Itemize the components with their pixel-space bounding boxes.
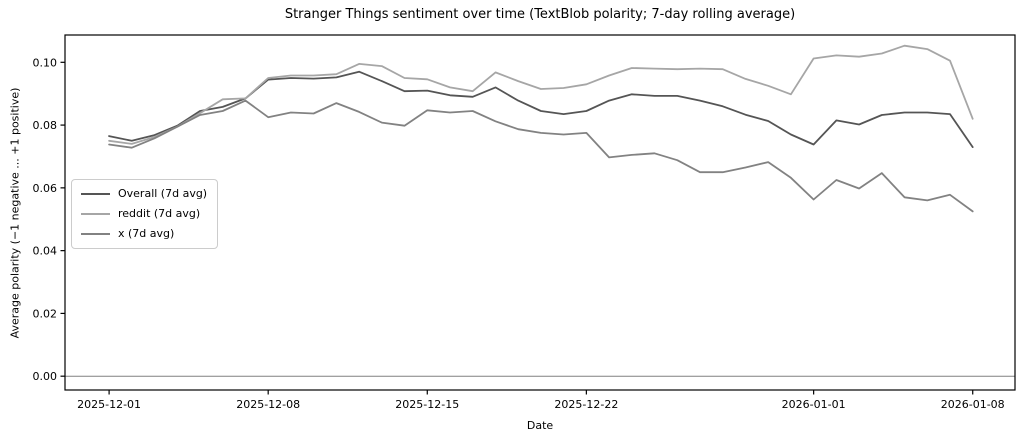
chart-title: Stranger Things sentiment over time (Tex… (284, 7, 796, 22)
legend-item: reddit (7d avg) (81, 207, 207, 221)
legend-line-swatch (81, 233, 110, 235)
plot-border (64, 34, 1016, 391)
legend-line-swatch (81, 193, 110, 195)
legend-label: x (7d avg) (118, 227, 175, 240)
x-tick-label: 2026-01-01 (782, 398, 846, 411)
y-tick-label: 0.08 (33, 119, 58, 132)
x-tick-label: 2025-12-01 (77, 398, 141, 411)
legend-item: x (7d avg) (81, 227, 207, 241)
x-axis-label: Date (526, 419, 554, 432)
y-tick-label: 0.02 (33, 307, 58, 320)
series-line-x (108, 99, 974, 213)
y-tick-label: 0.04 (33, 245, 58, 258)
x-tick-label: 2025-12-22 (554, 398, 618, 411)
y-tick-label: 0.10 (33, 56, 58, 69)
legend-label: reddit (7d avg) (118, 207, 201, 220)
legend-label: Overall (7d avg) (118, 187, 208, 200)
y-tick-label: 0.00 (33, 370, 58, 383)
legend: Overall (7d avg) reddit (7d avg) x (7d avg… (71, 179, 219, 249)
x-tick-label: 2025-12-08 (236, 398, 300, 411)
x-tick-label: 2025-12-15 (395, 398, 459, 411)
series-line-overall (108, 70, 974, 149)
legend-item: Overall (7d avg) (81, 187, 207, 201)
y-tick-label: 0.06 (33, 182, 58, 195)
legend-line-swatch (81, 213, 110, 215)
x-tick-label: 2026-01-08 (941, 398, 1005, 411)
series-line-reddit (108, 44, 974, 145)
